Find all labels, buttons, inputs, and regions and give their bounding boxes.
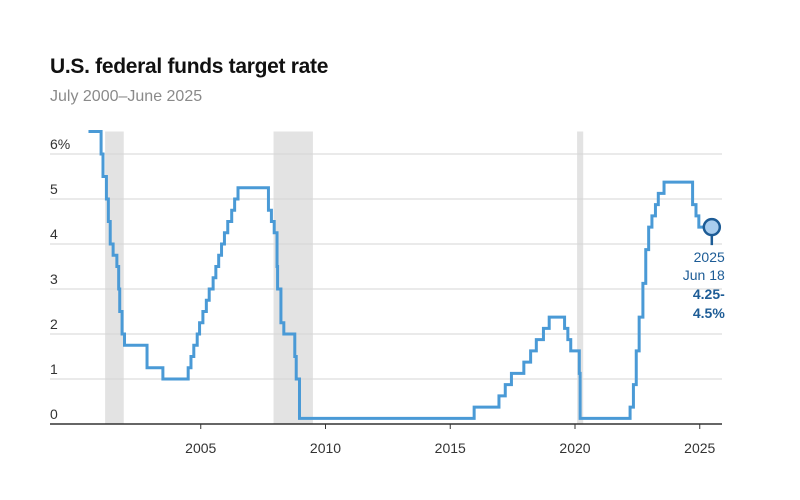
x-tick-label: 2025 bbox=[684, 440, 715, 456]
annotation-marker bbox=[702, 217, 722, 237]
recession-shade bbox=[577, 131, 584, 424]
y-tick-label: 4 bbox=[50, 226, 58, 242]
y-tick-label: 5 bbox=[50, 181, 58, 197]
y-tick-label: 0 bbox=[50, 406, 58, 422]
x-tick-label: 2020 bbox=[559, 440, 590, 456]
annotation: 2025 Jun 18 4.25- 4.5% bbox=[683, 217, 725, 321]
annotation-date: Jun 18 bbox=[683, 267, 725, 283]
y-tick-label: 3 bbox=[50, 271, 58, 287]
recession-shade bbox=[273, 131, 313, 424]
y-tick-label: 6% bbox=[50, 136, 70, 152]
chart-subtitle: July 2000–June 2025 bbox=[50, 88, 203, 105]
x-tick-label: 2005 bbox=[185, 440, 216, 456]
annotation-value-2: 4.5% bbox=[693, 305, 725, 321]
rate-line bbox=[88, 130, 712, 420]
y-tick-label: 1 bbox=[50, 361, 58, 377]
x-tick-label: 2015 bbox=[435, 440, 466, 456]
y-tick-label: 2 bbox=[50, 316, 58, 332]
x-tick-label: 2010 bbox=[310, 440, 341, 456]
chart-title: U.S. federal funds target rate bbox=[50, 55, 329, 78]
annotation-value: 4.25- bbox=[693, 286, 725, 302]
annotation-year: 2025 bbox=[694, 249, 725, 265]
